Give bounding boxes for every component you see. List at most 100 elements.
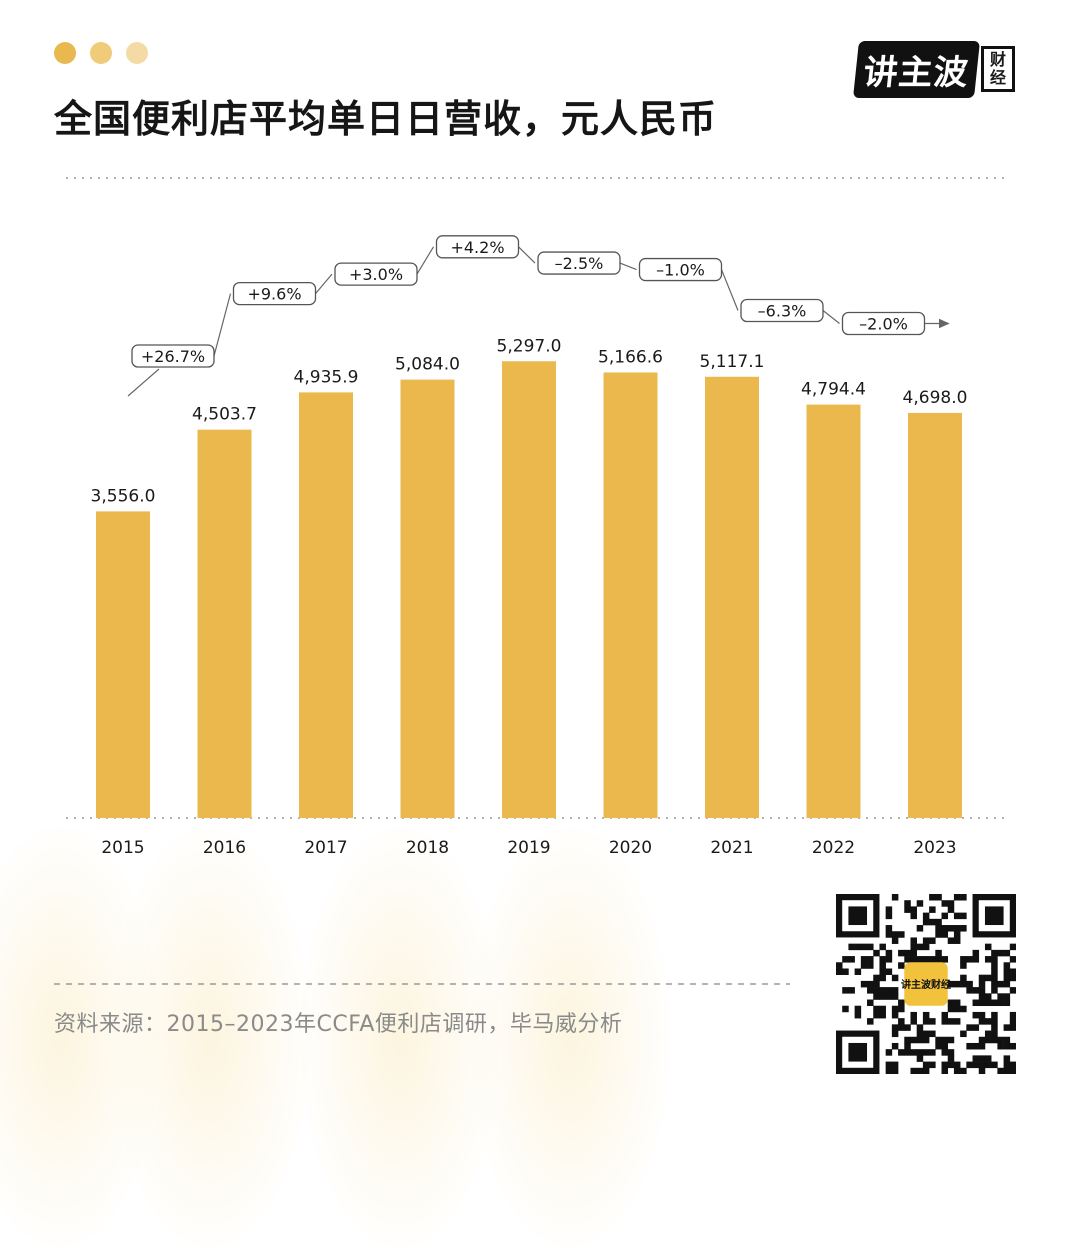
growth-pill <box>334 262 418 286</box>
qr-module <box>953 1005 961 1013</box>
qr-module <box>891 894 899 901</box>
value-label: 4,698.0 <box>903 388 968 408</box>
qr-module <box>991 999 998 1007</box>
qr-module <box>991 980 998 988</box>
qr-module <box>947 1055 955 1062</box>
qr-module <box>910 937 917 944</box>
qr-module <box>922 912 930 920</box>
qr-module <box>978 1042 986 1050</box>
qr-module <box>860 980 868 988</box>
qr-module <box>873 1005 880 1013</box>
qr-module <box>916 1024 924 1031</box>
qr-module <box>860 943 868 951</box>
qr-module <box>941 1036 949 1044</box>
qr-module <box>984 993 992 1000</box>
qr-module <box>842 987 849 994</box>
qr-module <box>953 912 961 920</box>
qr-module <box>1003 1067 1011 1074</box>
qr-module <box>953 1018 961 1025</box>
qr-module <box>867 987 874 994</box>
qr-module <box>879 993 886 1000</box>
growth-label: +26.7% <box>141 347 205 366</box>
qr-module <box>885 1067 893 1074</box>
bar-2017 <box>299 392 353 818</box>
qr-module <box>947 1061 955 1069</box>
dot-1 <box>54 42 76 64</box>
growth-pill <box>131 344 215 368</box>
qr-module <box>867 1018 874 1025</box>
qr-module <box>885 987 893 994</box>
bar-2020 <box>603 372 658 818</box>
qr-module <box>966 987 973 994</box>
qr-module <box>904 1036 911 1044</box>
qr-module <box>891 987 899 994</box>
qr-module <box>891 1061 899 1069</box>
qr-module <box>966 1061 973 1069</box>
qr-module <box>891 1011 899 1019</box>
qr-module <box>904 900 911 907</box>
value-label: 5,297.0 <box>497 336 562 356</box>
qr-module <box>916 1049 924 1056</box>
qr-module <box>966 980 973 988</box>
qr-module <box>984 943 992 951</box>
growth-pill <box>232 281 317 306</box>
x-tick-label: 2022 <box>812 838 855 858</box>
growth-pill <box>435 235 520 259</box>
qr-module <box>953 999 961 1007</box>
x-tick-label: 2016 <box>203 838 246 858</box>
qr-module <box>879 1011 886 1019</box>
qr-module <box>947 900 955 907</box>
growth-pill <box>740 298 824 323</box>
qr-module <box>854 968 862 975</box>
qr-module <box>922 956 930 963</box>
qr-module <box>885 956 893 963</box>
qr-module <box>984 1030 992 1038</box>
qr-module <box>960 974 967 982</box>
qr-module <box>972 949 980 957</box>
qr-module <box>891 1030 899 1038</box>
qr-module <box>953 894 961 901</box>
qr-module <box>991 1018 998 1025</box>
qr-module <box>935 894 942 901</box>
qr-module <box>879 956 886 963</box>
qr-code[interactable]: 讲主波财经 <box>836 894 1016 1074</box>
qr-module <box>929 918 936 926</box>
qr-module <box>984 1055 992 1062</box>
qr-module <box>910 949 917 957</box>
qr-module <box>978 1055 986 1062</box>
qr-module <box>929 906 936 913</box>
qr-module <box>898 1049 905 1056</box>
qr-module <box>842 1005 849 1013</box>
qr-module <box>842 956 849 963</box>
qr-module <box>972 1011 980 1019</box>
qr-module <box>984 1061 992 1069</box>
value-label: 4,935.9 <box>294 367 359 387</box>
qr-module <box>916 925 924 932</box>
growth-label: –2.0% <box>859 315 908 334</box>
qr-module <box>904 906 911 913</box>
qr-module <box>1003 1055 1011 1062</box>
qr-module <box>947 980 955 988</box>
qr-module <box>904 1042 911 1050</box>
qr-module <box>885 949 893 957</box>
qr-module <box>898 962 905 969</box>
growth-label: +4.2% <box>450 238 504 257</box>
chart-title: 全国便利店平均单日日营收，元人民币 <box>54 97 718 141</box>
qr-module <box>978 1011 986 1019</box>
qr-module <box>1009 1018 1016 1025</box>
qr-module <box>978 987 986 994</box>
qr-module <box>978 999 986 1007</box>
qr-module <box>854 1011 862 1019</box>
qr-module <box>904 1024 911 1031</box>
qr-module <box>935 918 942 926</box>
qr-module <box>910 1018 917 1025</box>
value-label: 3,556.0 <box>91 486 156 506</box>
qr-module <box>1003 962 1011 969</box>
qr-module <box>891 974 899 982</box>
qr-module <box>991 974 998 982</box>
qr-module <box>929 1018 936 1025</box>
value-label: 4,794.4 <box>801 380 866 400</box>
qr-module <box>904 1049 911 1056</box>
qr-module <box>910 906 917 913</box>
growth-label: –1.0% <box>656 261 705 280</box>
